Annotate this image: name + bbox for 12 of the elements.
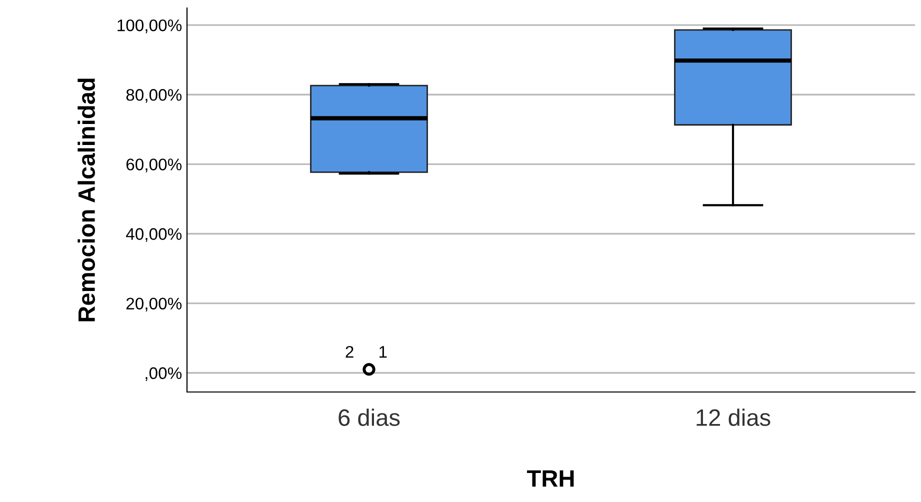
y-tick-label: 60,00% [126,158,182,172]
annotation: 2 [346,346,354,358]
y-axis-title: Remocion Alcalinidad [78,78,96,322]
x-tick-label: 6 dias [338,408,400,426]
y-tick-label: 100,00% [118,19,182,34]
annotation: 1 [380,346,387,358]
y-tick-label: 40,00% [126,228,182,242]
x-axis-title: TRH [527,470,574,487]
x-tick-label: 12 dias [696,408,770,426]
y-tick-label: 80,00% [126,89,182,103]
y-tick-label: 20,00% [126,298,182,312]
y-tick-label: ,00% [146,367,182,382]
